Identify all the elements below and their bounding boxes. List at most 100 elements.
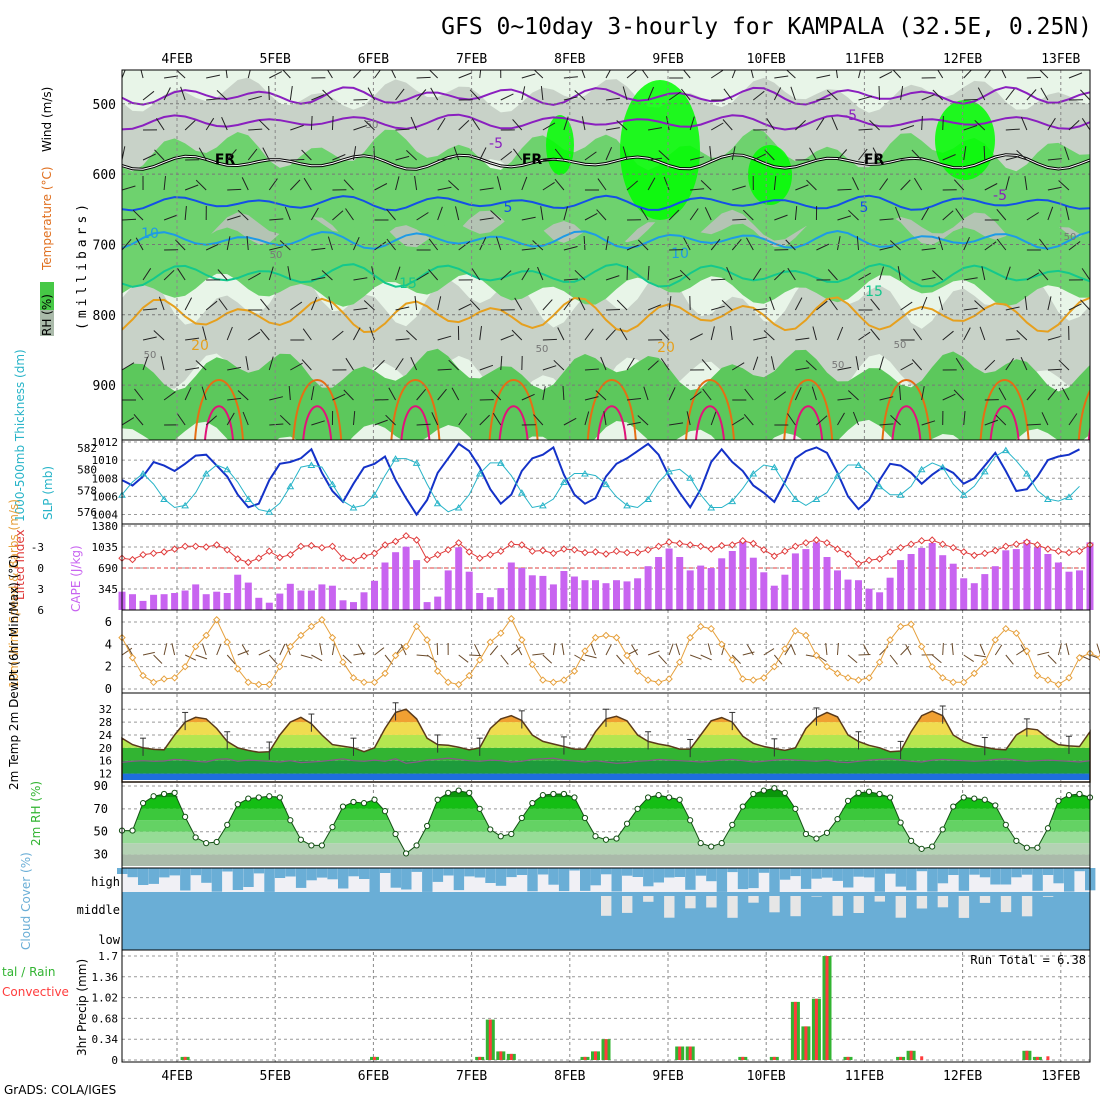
wind-barb xyxy=(332,210,344,221)
rh2m-point xyxy=(613,835,620,842)
isotherm-loop xyxy=(390,379,441,440)
temp2m-ytick-label: 12 xyxy=(99,768,112,781)
wind-barb xyxy=(431,412,439,426)
lifted-index-point xyxy=(191,542,200,551)
wind-barb xyxy=(721,300,733,311)
wind-barb xyxy=(241,177,249,191)
cloud-high-bar xyxy=(948,868,959,875)
wind-barb xyxy=(458,72,472,79)
wind10-barb xyxy=(258,649,270,656)
wind-barb xyxy=(647,177,656,191)
lifted-index-point xyxy=(633,548,642,557)
wind-barb xyxy=(185,367,200,371)
rh2m-point xyxy=(266,793,273,800)
rh2m-point xyxy=(666,794,673,801)
wind10-barb xyxy=(121,647,133,656)
wind-barb xyxy=(963,146,967,161)
wind-barb xyxy=(496,176,502,191)
rh2m-point xyxy=(1023,844,1030,851)
wind10-barb xyxy=(574,654,586,662)
wind-barb xyxy=(353,307,368,311)
wind-barb xyxy=(710,411,717,426)
wind-barb xyxy=(816,74,831,79)
wind-barb xyxy=(332,330,344,341)
wind-barb xyxy=(563,298,573,311)
wind10-barb xyxy=(746,644,754,656)
wind-barb xyxy=(448,359,460,371)
temp2m-ytick-label: 16 xyxy=(99,755,112,768)
lifted-index-point xyxy=(234,555,242,563)
contour-label: 5 xyxy=(504,200,513,216)
wind-barb xyxy=(1020,356,1028,371)
cape-bar xyxy=(781,574,789,610)
wind-barb xyxy=(835,70,838,79)
wind-barb xyxy=(584,328,594,341)
wind-barb xyxy=(410,356,418,371)
wind10-barb xyxy=(590,643,596,656)
wind-barb xyxy=(540,86,544,101)
wind-barb xyxy=(537,266,544,281)
wind10-barb xyxy=(731,654,741,664)
wind-barb xyxy=(122,185,136,191)
rh2m-point xyxy=(676,796,683,803)
cape-bar xyxy=(486,597,494,610)
wind-barb xyxy=(479,217,494,221)
wind-barb xyxy=(225,70,228,79)
cloud-high-bar xyxy=(937,868,949,884)
lifted-index-point xyxy=(307,541,316,550)
wind-barb xyxy=(500,355,503,371)
cloud-high-bar xyxy=(927,868,938,892)
wind-barb xyxy=(942,210,954,221)
upper-mb-label: (millibars) xyxy=(75,200,90,330)
wind-barb xyxy=(897,266,902,281)
wind-barb xyxy=(321,270,333,281)
day-label-bottom: 9FEB xyxy=(652,1069,683,1084)
wind-barb xyxy=(816,415,828,426)
thickness-point xyxy=(1044,495,1052,502)
wind10-point xyxy=(728,656,736,664)
wind10-barb xyxy=(647,650,660,656)
wind-barb xyxy=(428,70,439,79)
wind-barb xyxy=(374,419,388,426)
wind10-barb xyxy=(510,646,521,656)
wind-barb xyxy=(1068,241,1081,251)
wind10-point xyxy=(938,674,947,682)
cloud-middle-gap xyxy=(685,896,696,909)
wind-barb xyxy=(668,274,683,281)
cloud-high-bar xyxy=(127,868,138,878)
lifted-index-point xyxy=(1012,540,1021,548)
cloud-high-bar xyxy=(422,868,433,892)
wind-barb xyxy=(900,159,915,161)
contour-label: 20 xyxy=(191,338,209,354)
wind-barb xyxy=(921,296,928,311)
rh2m-point xyxy=(287,817,294,824)
wind10-barb xyxy=(974,654,987,658)
wind10-point xyxy=(444,678,452,687)
lifted-index-point xyxy=(896,543,905,552)
wind-barb xyxy=(683,237,691,251)
wind-barb xyxy=(584,212,598,221)
cloud-high-bar xyxy=(716,868,728,892)
wind-barb xyxy=(666,116,670,131)
wind-barb xyxy=(345,208,354,221)
precip-conv-bar xyxy=(793,1001,797,1060)
precip-conv-bar xyxy=(920,1056,924,1060)
precip-conv-label: Convective xyxy=(2,985,69,999)
precip-conv-bar xyxy=(583,1056,587,1060)
wind-barb xyxy=(247,331,261,341)
upper-ytick-label: 800 xyxy=(93,309,116,324)
wind10-point xyxy=(886,636,894,644)
wind-barb xyxy=(858,95,873,101)
slp-series-line xyxy=(121,442,1080,517)
wind-barb xyxy=(388,387,397,401)
wind-barb xyxy=(237,209,249,221)
wind-barb xyxy=(437,368,452,371)
wind10-point xyxy=(949,678,957,687)
wind-barb xyxy=(353,236,360,251)
wind-barb xyxy=(1026,76,1041,79)
isotherm-line xyxy=(122,262,1090,288)
rh2m-point xyxy=(255,794,262,801)
wind-barb xyxy=(542,338,557,341)
wind-barb xyxy=(831,116,838,131)
